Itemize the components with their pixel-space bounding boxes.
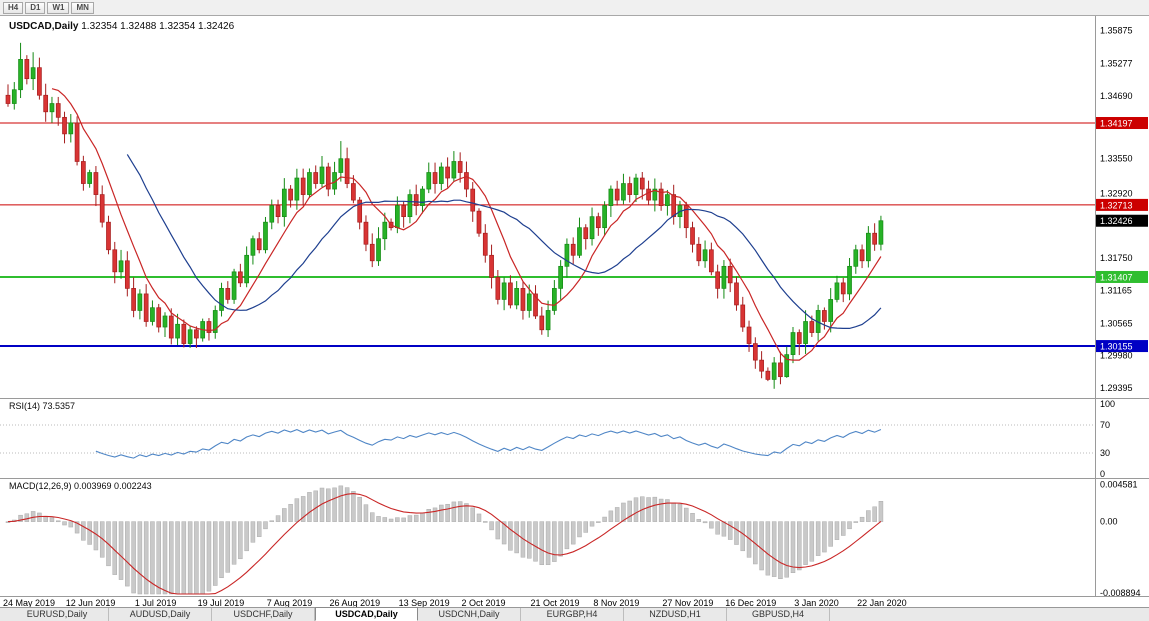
rsi-panel: 100 70 30 0 [0, 399, 1115, 479]
svg-text:1.31407: 1.31407 [1100, 272, 1133, 282]
svg-text:1.29395: 1.29395 [1100, 383, 1133, 393]
price-badge [1096, 270, 1148, 283]
macd-signal-line [7, 493, 882, 595]
price-badge [1096, 198, 1148, 211]
svg-text:1.34197: 1.34197 [1100, 119, 1133, 129]
svg-text:13 Sep 2019: 13 Sep 2019 [399, 598, 450, 608]
ma-line-20 [126, 154, 882, 329]
svg-text:27 Nov 2019: 27 Nov 2019 [662, 598, 713, 608]
chart-title: USDCAD,Daily 1.32354 1.32488 1.32354 1.3… [9, 21, 234, 32]
timeframe-toolbar: H4 D1 W1 MN [0, 0, 1149, 16]
svg-text:0.004581: 0.004581 [1100, 479, 1138, 489]
horizontal-level-lines [0, 122, 1095, 348]
candlestick-layer [5, 42, 884, 389]
svg-text:1.32713: 1.32713 [1100, 200, 1133, 210]
svg-text:1.35875: 1.35875 [1100, 25, 1133, 35]
svg-text:1.33550: 1.33550 [1100, 154, 1133, 164]
svg-text:7 Aug 2019: 7 Aug 2019 [267, 598, 313, 608]
chart-tab-usdcad-daily[interactable]: USDCAD,Daily [315, 607, 418, 621]
price-axis-badges: 1.34197 1.32713 1.31407 1.30155 1.32426 [1096, 117, 1148, 353]
svg-text:1.32920: 1.32920 [1100, 188, 1133, 198]
price-badge [1096, 117, 1148, 130]
ma-line-8 [51, 88, 882, 361]
price-badge [1096, 340, 1148, 353]
svg-text:2 Oct 2019: 2 Oct 2019 [461, 598, 505, 608]
svg-text:70: 70 [1100, 420, 1110, 430]
svg-text:0.00: 0.00 [1100, 517, 1118, 527]
svg-text:1.30155: 1.30155 [1100, 342, 1133, 352]
date-axis-labels: 24 May 2019 12 Jun 2019 1 Jul 2019 19 Jul 2… [3, 598, 907, 608]
macd-histogram [5, 485, 884, 595]
chart-ohlc-values: 1.32354 1.32488 1.32354 1.32426 [81, 21, 235, 32]
svg-text:8 Nov 2019: 8 Nov 2019 [593, 598, 639, 608]
rsi-indicator-label: RSI(14) 73.5357 [9, 401, 76, 411]
svg-text:1.31165: 1.31165 [1100, 285, 1132, 295]
svg-text:30: 30 [1100, 448, 1110, 458]
chart-tab-eurgbp-h4[interactable]: EURGBP,H4 [521, 608, 624, 621]
macd-panel: 0.004581 0.00 -0.008894 [5, 479, 1141, 598]
svg-text:1.30565: 1.30565 [1100, 318, 1133, 328]
chart-tabs-bar: EURUSD,Daily AUDUSD,Daily USDCHF,Daily USDC… [0, 607, 1149, 621]
chart-tab-usdchf-daily[interactable]: USDCHF,Daily [212, 608, 315, 621]
price-axis-labels: 1.35875 1.35277 1.34690 1.33550 1.32920 1.317… [1100, 25, 1133, 393]
svg-text:21 Oct 2019: 21 Oct 2019 [531, 598, 580, 608]
chart-tab-gbpusd-h4[interactable]: GBPUSD,H4 [727, 608, 830, 621]
chart-tab-audusd-daily[interactable]: AUDUSD,Daily [109, 608, 212, 621]
svg-text:1.32426: 1.32426 [1100, 216, 1133, 226]
svg-text:1.31750: 1.31750 [1100, 253, 1133, 263]
svg-text:24 May 2019: 24 May 2019 [3, 598, 55, 608]
rsi-line [95, 428, 882, 459]
svg-text:19 Jul 2019: 19 Jul 2019 [198, 598, 245, 608]
svg-text:0: 0 [1100, 469, 1105, 479]
svg-text:22 Jan 2020: 22 Jan 2020 [857, 598, 907, 608]
svg-text:100: 100 [1100, 399, 1115, 409]
svg-text:1 Jul 2019: 1 Jul 2019 [135, 598, 177, 608]
macd-indicator-label: MACD(12,26,9) 0.003969 0.002243 [9, 481, 152, 491]
chart-tab-usdcnh-daily[interactable]: USDCNH,Daily [418, 608, 521, 621]
svg-text:-0.008894: -0.008894 [1100, 588, 1141, 598]
chart-symbol: USDCAD,Daily [9, 21, 79, 32]
svg-text:16 Dec 2019: 16 Dec 2019 [725, 598, 776, 608]
timeframe-button-h4[interactable]: H4 [3, 1, 24, 14]
svg-text:1.29980: 1.29980 [1100, 351, 1133, 361]
svg-text:1.35277: 1.35277 [1100, 58, 1133, 68]
svg-text:26 Aug 2019: 26 Aug 2019 [330, 598, 381, 608]
price-badge [1096, 214, 1148, 227]
chart-tab-nzdusd-h1[interactable]: NZDUSD,H1 [624, 608, 727, 621]
svg-text:1.34690: 1.34690 [1100, 91, 1133, 101]
chart-tab-eurusd-daily[interactable]: EURUSD,Daily [6, 608, 109, 621]
timeframe-button-d1[interactable]: D1 [25, 1, 46, 14]
timeframe-button-w1[interactable]: W1 [47, 1, 70, 14]
panel-separators [0, 16, 1149, 597]
timeframe-button-mn[interactable]: MN [71, 1, 94, 14]
svg-text:12 Jun 2019: 12 Jun 2019 [66, 598, 116, 608]
svg-text:3 Jan 2020: 3 Jan 2020 [794, 598, 839, 608]
